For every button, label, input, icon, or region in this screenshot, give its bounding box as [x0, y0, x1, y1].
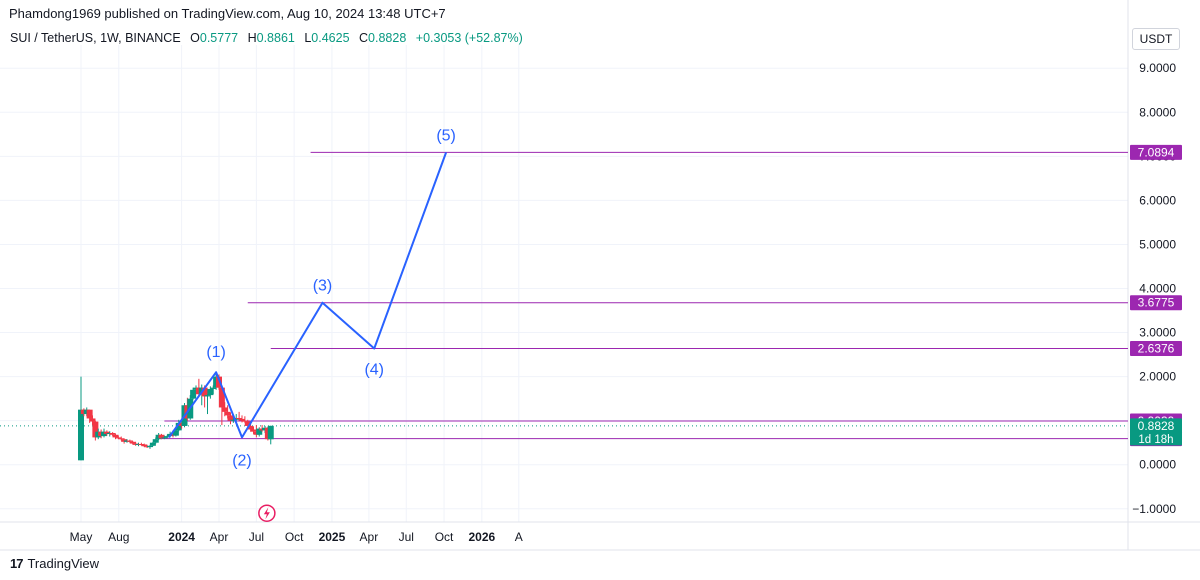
candle-body: [118, 438, 125, 440]
candle-body: [161, 437, 168, 439]
elliott-wave-line: [168, 152, 448, 439]
candle-body: [149, 442, 156, 446]
x-tick-label: 2024: [168, 530, 195, 544]
open-value: 0.5777: [199, 31, 239, 45]
candle-body: [210, 387, 217, 389]
publisher-line: Phamdong1969 published on TradingView.co…: [9, 6, 446, 21]
x-tick-label: A: [515, 530, 523, 544]
candle-body: [152, 439, 159, 443]
candle-body: [92, 421, 99, 438]
wave-label: (2): [232, 452, 252, 469]
current-price-tag: [1130, 418, 1182, 446]
candle-body: [146, 445, 153, 448]
y-tick-label: −1.0000: [1132, 502, 1176, 516]
candle-body: [244, 421, 251, 426]
y-tick-label: 2.0000: [1139, 370, 1176, 384]
candle-body: [103, 431, 110, 434]
candle-body: [158, 434, 165, 439]
high-value: 0.8861: [256, 31, 295, 45]
flash-bolt: [263, 507, 270, 520]
symbol-title[interactable]: SUI / TetherUS, 1W, BINANCE: [10, 31, 181, 45]
wave-label: (5): [436, 127, 456, 144]
y-tick-label: 9.0000: [1139, 61, 1176, 75]
candle-body: [78, 409, 84, 461]
open-label: O: [190, 31, 200, 45]
low-label: L: [304, 31, 312, 45]
candle-body: [247, 425, 254, 430]
candle-body: [256, 428, 263, 435]
x-tick-label: Apr: [210, 530, 229, 544]
change-value: +0.3053 (+52.87%): [415, 31, 523, 45]
candle-body: [236, 418, 243, 420]
candle-body: [89, 418, 96, 422]
x-tick-label: 2026: [468, 530, 495, 544]
level-tag-label: 3.6775: [1138, 296, 1175, 310]
candle-body: [112, 434, 119, 438]
candle-body: [126, 440, 133, 442]
close-label: C: [359, 31, 369, 45]
x-tick-label: May: [70, 530, 93, 544]
level-tag: [1130, 295, 1182, 311]
high-label: H: [247, 31, 257, 45]
wave-label: (4): [364, 362, 384, 379]
x-tick-label: Jul: [399, 530, 414, 544]
candle-body: [241, 420, 248, 422]
level-tag: [1130, 341, 1182, 357]
countdown-label: 1d 18h: [1138, 434, 1173, 446]
x-tick-label: Oct: [435, 530, 454, 544]
close-value: 0.8828: [368, 31, 407, 45]
candle-body: [172, 430, 179, 436]
candle-body: [129, 441, 136, 444]
candle-body: [201, 387, 208, 397]
y-tick-label: 6.0000: [1139, 193, 1176, 207]
level-tag-label: 7.0894: [1138, 145, 1175, 159]
low-value: 0.4625: [311, 31, 350, 45]
candle-body: [267, 425, 274, 440]
wave-label: (3): [313, 278, 333, 295]
level-tag-label: 2.6376: [1138, 342, 1175, 356]
candle-body: [190, 389, 197, 399]
tradingview-logo[interactable]: 17 TradingView: [10, 556, 99, 571]
candle-body: [141, 444, 148, 447]
candle-body: [207, 388, 214, 396]
y-tick-label: 4.0000: [1139, 282, 1176, 296]
candle-body: [109, 433, 116, 435]
ohlc-legend: SUI / TetherUS, 1W, BINANCE O0.5777 H0.8…: [10, 31, 523, 45]
x-tick-label: 2025: [319, 530, 346, 544]
level-tag: [1130, 144, 1182, 160]
candle-body: [164, 436, 171, 438]
y-tick-label: 3.0000: [1139, 326, 1176, 340]
candle-body: [250, 429, 257, 432]
tradingview-brand: TradingView: [27, 556, 100, 571]
wave-label: (1): [206, 344, 226, 361]
candle-body: [227, 415, 234, 421]
candle-body: [115, 437, 122, 439]
candle-body: [204, 395, 211, 397]
tradingview-mark-icon: 17: [10, 556, 24, 571]
x-tick-label: Oct: [285, 530, 304, 544]
x-tick-label: Jul: [249, 530, 264, 544]
candle-body: [238, 418, 245, 421]
current-price-label: 0.8828: [1138, 419, 1175, 433]
candle-body: [221, 407, 228, 412]
candle-body: [218, 387, 225, 408]
flash-event-icon[interactable]: [258, 504, 276, 522]
candle-body: [224, 411, 231, 416]
candle-body: [230, 419, 237, 421]
x-tick-label: Apr: [360, 530, 379, 544]
y-tick-label: 8.0000: [1139, 105, 1176, 119]
x-tick-label: Aug: [108, 530, 129, 544]
y-tick-label: 0.0000: [1139, 458, 1176, 472]
currency-button[interactable]: USDT: [1132, 28, 1180, 50]
candle-body: [86, 409, 93, 419]
y-tick-label: 5.0000: [1139, 237, 1176, 251]
candle-body: [175, 422, 182, 431]
